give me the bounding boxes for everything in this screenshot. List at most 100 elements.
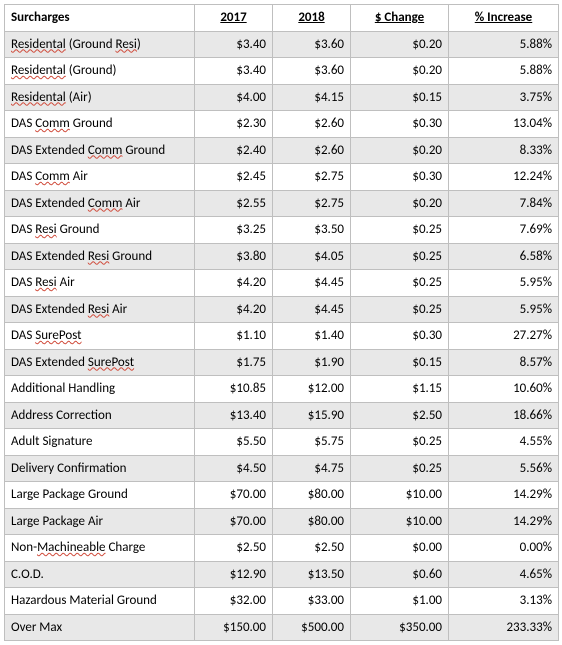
cell-surcharge-name: DAS Comm Air xyxy=(5,164,195,191)
col-pct: % Increase xyxy=(449,5,559,32)
cell-2018: $4.15 xyxy=(273,84,351,111)
cell-pct: 4.65% xyxy=(449,561,559,588)
cell-change: $0.30 xyxy=(351,323,449,350)
cell-2017: $4.20 xyxy=(195,270,273,297)
cell-2018: $33.00 xyxy=(273,588,351,615)
cell-change: $0.20 xyxy=(351,137,449,164)
cell-pct: 5.88% xyxy=(449,31,559,58)
cell-2018: $3.50 xyxy=(273,217,351,244)
cell-surcharge-name: Adult Signature xyxy=(5,429,195,456)
cell-2018: $500.00 xyxy=(273,614,351,641)
cell-2017: $3.40 xyxy=(195,31,273,58)
cell-2017: $3.80 xyxy=(195,243,273,270)
cell-pct: 5.88% xyxy=(449,58,559,85)
cell-2018: $1.40 xyxy=(273,323,351,350)
table-row: Over Max$150.00$500.00$350.00233.33% xyxy=(5,614,559,641)
cell-2017: $12.90 xyxy=(195,561,273,588)
cell-2017: $4.50 xyxy=(195,455,273,482)
cell-change: $1.00 xyxy=(351,588,449,615)
cell-pct: 5.56% xyxy=(449,455,559,482)
cell-2018: $3.60 xyxy=(273,31,351,58)
table-row: Residental (Ground)$3.40$3.60$0.205.88% xyxy=(5,58,559,85)
cell-change: $1.15 xyxy=(351,376,449,403)
cell-change: $0.20 xyxy=(351,58,449,85)
table-row: DAS Extended SurePost$1.75$1.90$0.158.57… xyxy=(5,349,559,376)
cell-2018: $80.00 xyxy=(273,508,351,535)
table-row: DAS Extended Resi Ground$3.80$4.05$0.256… xyxy=(5,243,559,270)
cell-pct: 5.95% xyxy=(449,270,559,297)
cell-2017: $70.00 xyxy=(195,482,273,509)
cell-change: $2.50 xyxy=(351,402,449,429)
table-row: Non-Machineable Charge$2.50$2.50$0.000.0… xyxy=(5,535,559,562)
cell-2018: $13.50 xyxy=(273,561,351,588)
cell-2018: $4.75 xyxy=(273,455,351,482)
cell-surcharge-name: C.O.D. xyxy=(5,561,195,588)
cell-change: $10.00 xyxy=(351,482,449,509)
table-row: Delivery Confirmation$4.50$4.75$0.255.56… xyxy=(5,455,559,482)
cell-2017: $2.30 xyxy=(195,111,273,138)
cell-pct: 14.29% xyxy=(449,508,559,535)
cell-2018: $12.00 xyxy=(273,376,351,403)
cell-surcharge-name: DAS Resi Air xyxy=(5,270,195,297)
cell-2017: $3.25 xyxy=(195,217,273,244)
cell-2017: $10.85 xyxy=(195,376,273,403)
cell-pct: 14.29% xyxy=(449,482,559,509)
cell-2018: $2.50 xyxy=(273,535,351,562)
cell-2017: $2.55 xyxy=(195,190,273,217)
cell-pct: 10.60% xyxy=(449,376,559,403)
cell-2017: $2.40 xyxy=(195,137,273,164)
table-row: Adult Signature$5.50$5.75$0.254.55% xyxy=(5,429,559,456)
cell-surcharge-name: Hazardous Material Ground xyxy=(5,588,195,615)
cell-pct: 12.24% xyxy=(449,164,559,191)
cell-pct: 3.75% xyxy=(449,84,559,111)
cell-surcharge-name: DAS SurePost xyxy=(5,323,195,350)
cell-surcharge-name: Large Package Air xyxy=(5,508,195,535)
table-row: DAS Extended Resi Air$4.20$4.45$0.255.95… xyxy=(5,296,559,323)
cell-change: $0.30 xyxy=(351,164,449,191)
cell-surcharge-name: DAS Comm Ground xyxy=(5,111,195,138)
table-row: DAS SurePost$1.10$1.40$0.3027.27% xyxy=(5,323,559,350)
cell-2017: $3.40 xyxy=(195,58,273,85)
cell-pct: 18.66% xyxy=(449,402,559,429)
cell-pct: 27.27% xyxy=(449,323,559,350)
cell-2017: $5.50 xyxy=(195,429,273,456)
cell-2017: $2.45 xyxy=(195,164,273,191)
cell-2018: $1.90 xyxy=(273,349,351,376)
cell-surcharge-name: Delivery Confirmation xyxy=(5,455,195,482)
cell-surcharge-name: Residental (Air) xyxy=(5,84,195,111)
cell-2018: $2.60 xyxy=(273,111,351,138)
col-change: $ Change xyxy=(351,5,449,32)
cell-pct: 8.33% xyxy=(449,137,559,164)
cell-pct: 0.00% xyxy=(449,535,559,562)
cell-surcharge-name: DAS Extended SurePost xyxy=(5,349,195,376)
cell-change: $0.25 xyxy=(351,296,449,323)
cell-change: $0.60 xyxy=(351,561,449,588)
cell-pct: 7.84% xyxy=(449,190,559,217)
table-body: Residental (Ground Resi)$3.40$3.60$0.205… xyxy=(5,31,559,641)
cell-2018: $4.45 xyxy=(273,270,351,297)
table-row: DAS Resi Ground$3.25$3.50$0.257.69% xyxy=(5,217,559,244)
table-row: DAS Comm Air$2.45$2.75$0.3012.24% xyxy=(5,164,559,191)
cell-surcharge-name: Address Correction xyxy=(5,402,195,429)
cell-2017: $4.20 xyxy=(195,296,273,323)
cell-change: $0.25 xyxy=(351,270,449,297)
col-2017: 2017 xyxy=(195,5,273,32)
cell-surcharge-name: DAS Extended Resi Air xyxy=(5,296,195,323)
cell-surcharge-name: Residental (Ground Resi) xyxy=(5,31,195,58)
cell-surcharge-name: Over Max xyxy=(5,614,195,641)
table-row: Residental (Ground Resi)$3.40$3.60$0.205… xyxy=(5,31,559,58)
cell-2017: $70.00 xyxy=(195,508,273,535)
cell-pct: 3.13% xyxy=(449,588,559,615)
cell-2018: $15.90 xyxy=(273,402,351,429)
table-header: Surcharges 2017 2018 $ Change % Increase xyxy=(5,5,559,32)
cell-change: $0.25 xyxy=(351,429,449,456)
cell-2018: $80.00 xyxy=(273,482,351,509)
cell-surcharge-name: Non-Machineable Charge xyxy=(5,535,195,562)
table-row: DAS Extended Comm Ground$2.40$2.60$0.208… xyxy=(5,137,559,164)
table-row: DAS Resi Air$4.20$4.45$0.255.95% xyxy=(5,270,559,297)
cell-change: $0.15 xyxy=(351,349,449,376)
cell-2018: $5.75 xyxy=(273,429,351,456)
cell-2018: $2.75 xyxy=(273,164,351,191)
cell-change: $0.15 xyxy=(351,84,449,111)
cell-2018: $4.45 xyxy=(273,296,351,323)
